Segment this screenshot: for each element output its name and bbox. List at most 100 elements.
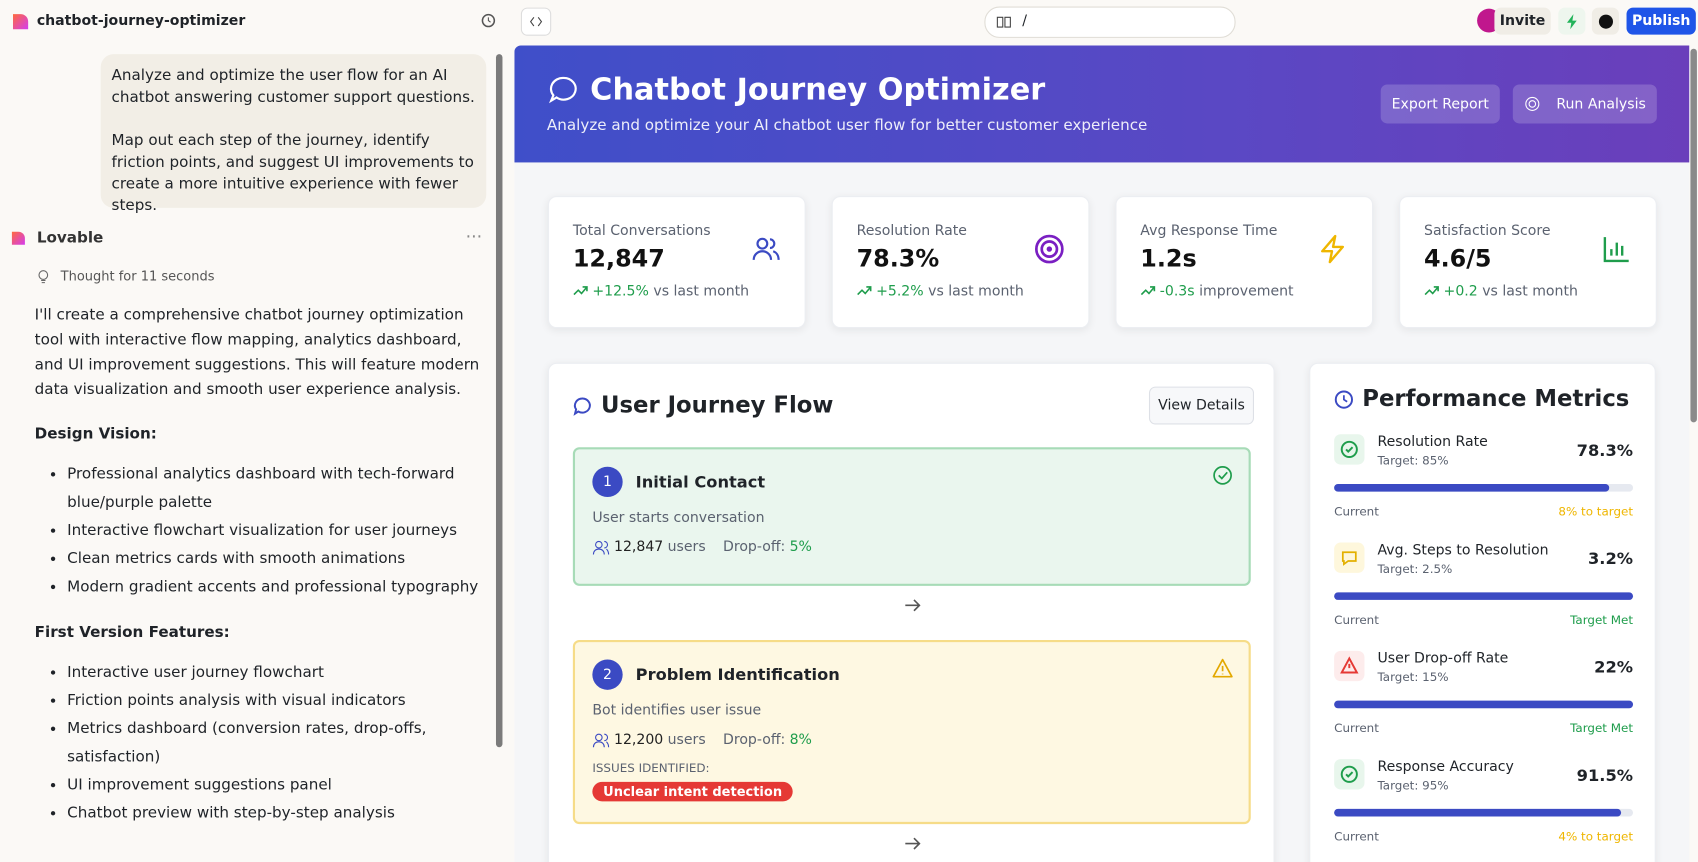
step-title: Problem Identification [635,664,840,685]
metric-status: Target Met [1570,721,1634,736]
step-dropoff: 5% [789,539,812,556]
app-title: Chatbot Journey Optimizer [590,71,1046,108]
stat-value: 12,847 [572,245,665,273]
code-button[interactable] [520,7,552,36]
stat-change: -0.3s improvement [1140,284,1348,300]
stat-change-value: +0.2 [1443,283,1478,300]
app-subtitle: Analyze and optimize your AI chatbot use… [546,116,1148,135]
journey-icon [573,397,591,416]
stat-icon [1034,234,1064,269]
stat-change-note: vs last month [653,283,750,300]
thought-time: Thought for 11 seconds [60,268,215,284]
metric-target: Target: 15% [1377,670,1449,685]
stat-label: Satisfaction Score [1424,223,1551,240]
journey-title: User Journey Flow [601,392,834,419]
progress-track [1334,484,1634,492]
section-heading: First Version Features: [34,623,230,642]
app-header: Chatbot Journey Optimizer Analyze and op… [514,45,1690,163]
metric: Avg. Steps to Resolution Target: 2.5% 3.2%… [1334,542,1634,640]
metric-icon [1334,542,1365,573]
stat-card: Satisfaction Score 4.6/5 +0.2 vs last mont… [1399,196,1657,329]
metric-name: Avg. Steps to Resolution [1377,542,1549,559]
journey-step: 2 Problem Identification Bot identifies us… [572,639,1251,825]
step-status-icon [1212,657,1234,683]
step-metrics: 12,847 users Drop-off: 5% [592,539,1231,556]
metric-status: 4% to target [1558,829,1634,844]
flow-arrow [904,835,921,856]
metric-target: Target: 95% [1377,778,1449,793]
metric-target: Target: 85% [1377,453,1449,468]
performance-title: Performance Metrics [1362,385,1630,412]
metric-icon [1334,650,1365,682]
user-paragraph: Map out each step of the journey, identi… [111,132,474,215]
bullet-item: Metrics dashboard (conversion rates, dro… [67,715,489,771]
app-scrollbar[interactable] [1690,48,1697,423]
stat-change-note: vs last month [928,283,1024,300]
metric-status: 8% to target [1558,504,1634,519]
flow-arrow [904,597,921,618]
stat-card: Avg Response Time 1.2s -0.3s improvement [1115,196,1374,329]
run-button[interactable]: Run Analysis [1512,84,1657,124]
chat-icon [549,76,577,104]
step-header: 1 Initial Contact [592,466,1231,498]
project-name[interactable]: chatbot-journey-optimizer [36,12,246,30]
step-subtitle: Bot identifies user issue [592,702,762,720]
user-message: Analyze and optimize the user flow for a… [100,54,487,214]
bullet-item: Professional analytics dashboard with te… [67,460,489,516]
metric-target: Target: 2.5% [1377,562,1453,577]
invite-button[interactable]: Invite [1494,7,1551,35]
stat-label: Total Conversations [572,223,711,240]
journey-panel: User Journey Flow View Details 1 Initial … [547,362,1275,862]
step-header: 2 Problem Identification [592,659,1231,690]
step-metrics: 12,200 users Drop-off: 8% [592,732,1231,748]
stat-icon [1318,234,1348,269]
bullet-item: Modern gradient accents and professional… [67,573,489,601]
stat-change: +0.2 vs last month [1424,284,1632,300]
metric-value: 22% [1594,657,1634,677]
more-menu[interactable]: ··· [465,226,483,247]
step-dropoff-label: Drop-off: [722,732,786,749]
bullet-item: Friction points analysis with visual ind… [67,687,489,715]
metric-current: Current [1334,504,1379,519]
step-users-label: users [667,732,706,749]
progress-bar [1334,484,1610,492]
metric-value: 78.3% [1576,440,1634,461]
publish-button[interactable]: Publish [1626,7,1696,35]
stat-change: +5.2% vs last month [857,284,1065,300]
url-bar[interactable]: / [984,6,1236,38]
stat-change-note: improvement [1199,283,1294,300]
metric: Response Accuracy Target: 95% 91.5% Current… [1334,759,1634,856]
bolt-button[interactable] [1558,7,1586,35]
stat-label: Avg Response Time [1140,223,1278,240]
stat-change-note: vs last month [1482,283,1578,300]
step-title: Initial Contact [635,472,766,492]
metric-current: Current [1334,721,1379,736]
journey-step: 1 Initial Contact User starts conversation… [572,447,1251,586]
bullet-item: Interactive flowchart visualization for … [67,517,489,545]
step-users: 12,200 [614,732,664,749]
chat-scrollbar[interactable] [495,54,503,748]
metric-icon [1334,759,1365,790]
metric-value: 91.5% [1576,765,1634,786]
progress-track [1334,700,1634,709]
stat-change: +12.5% vs last month [573,284,781,300]
history-icon[interactable] [481,13,496,28]
performance-panel: Performance Metrics Resolution Rate Targe… [1309,362,1656,862]
clock-icon [1334,390,1353,409]
issue-tag: Unclear intent detection [592,781,793,802]
url-path: / [1022,12,1028,30]
stat-card: Resolution Rate 78.3% +5.2% vs last month [831,196,1090,329]
progress-track [1334,592,1634,600]
step-dropoff-label: Drop-off: [722,539,786,556]
metric-name: Resolution Rate [1377,434,1488,451]
bulb-icon [38,270,49,284]
stat-value: 1.2s [1140,245,1197,273]
export-button[interactable]: Export Report [1380,84,1500,124]
view-details-button[interactable]: View Details [1148,386,1255,425]
bullet-item: UI improvement suggestions panel [67,771,489,799]
app-preview: Chatbot Journey Optimizer Analyze and op… [514,45,1690,862]
stat-value: 4.6/5 [1424,245,1492,273]
github-button[interactable] [1591,7,1619,35]
